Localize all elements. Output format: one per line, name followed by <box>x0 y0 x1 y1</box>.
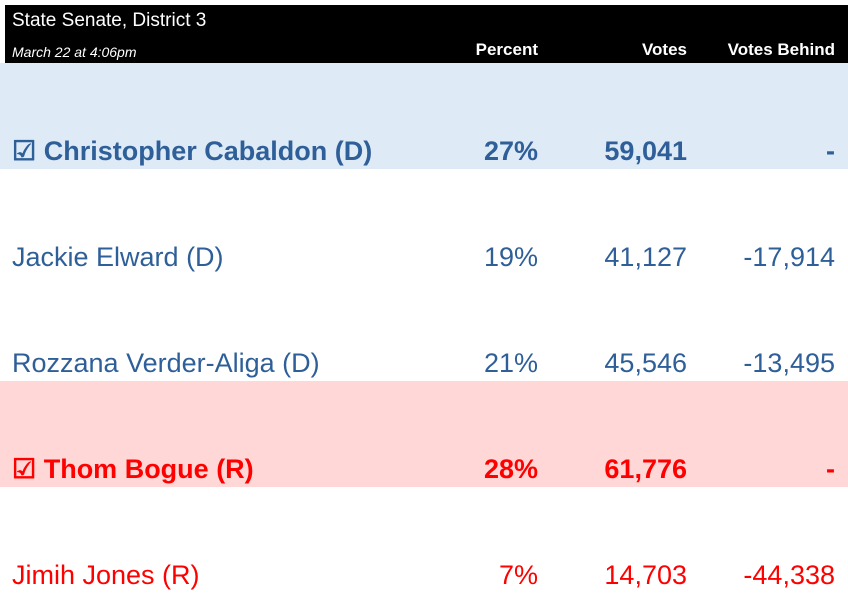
column-header: Percent <box>475 40 538 59</box>
table-row: Jackie Elward (D) 19% 41,127 -17,914 <box>0 169 848 275</box>
table-cell: -44,338 <box>743 560 835 590</box>
table-row: ☑ Christopher Cabaldon (D) 27% 59,041 - <box>0 63 848 169</box>
table-cell: 19% <box>483 242 538 272</box>
candidate-name: ☑ Christopher Cabaldon (D) <box>12 136 373 166</box>
table-cell: 61,776 <box>604 454 687 484</box>
table-cell: 28% <box>483 454 538 484</box>
table-cell: 14,703 <box>604 560 687 590</box>
column-header: Votes Behind <box>727 40 835 59</box>
table-cell: 27% <box>483 136 538 166</box>
table-row: ☑ Thom Bogue (R) 28% 61,776 - <box>0 381 848 487</box>
table-cell: - <box>826 136 835 166</box>
table-cell: 7% <box>498 560 538 590</box>
candidate-name: Rozzana Verder-Aliga (D) <box>12 348 320 378</box>
table-cell: - <box>826 454 835 484</box>
header-band <box>5 5 848 63</box>
candidate-name: ☑ Thom Bogue (R) <box>12 454 254 484</box>
column-header: Votes <box>641 40 687 59</box>
table-cell: -13,495 <box>743 348 835 378</box>
table-cell: -17,914 <box>743 242 835 272</box>
table-cell: 45,546 <box>604 348 687 378</box>
table-row: Rozzana Verder-Aliga (D) 21% 45,546 -13,495 <box>0 275 848 381</box>
table-cell: 59,041 <box>604 136 687 166</box>
candidate-name: Jackie Elward (D) <box>12 242 224 272</box>
table-cell: 21% <box>483 348 538 378</box>
timestamp: March 22 at 4:06pm <box>12 44 137 60</box>
candidate-name: Jimih Jones (R) <box>12 560 200 590</box>
table-row: Jimih Jones (R) 7% 14,703 -44,338 <box>0 487 848 593</box>
title: State Senate, District 3 <box>12 10 207 31</box>
table-cell: 41,127 <box>604 242 687 272</box>
